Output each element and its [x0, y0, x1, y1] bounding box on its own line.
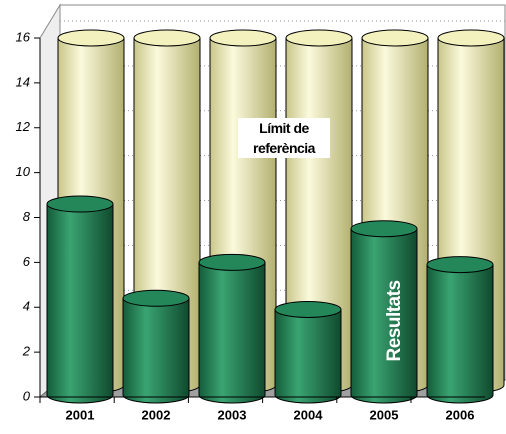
x-tick-label: 2006	[446, 407, 475, 422]
cylinder-top	[198, 253, 266, 271]
cylinder-body	[199, 262, 265, 395]
cylinder-top	[46, 195, 114, 213]
cylinder-body	[351, 228, 417, 395]
cylinder	[350, 220, 418, 404]
y-tick-label: 8	[23, 209, 31, 224]
y-tick-label: 12	[16, 119, 31, 134]
y-tick-label: 0	[23, 388, 31, 403]
series-label: Resultats	[384, 280, 405, 362]
cylinder-top	[437, 29, 505, 47]
cylinder-top	[133, 29, 201, 47]
series-label: Límit de referència	[238, 118, 330, 158]
cylinder-top	[285, 29, 353, 47]
y-tick-label: 4	[23, 299, 30, 314]
cylinder-body	[427, 264, 493, 395]
cylinder-top	[350, 220, 418, 238]
x-tick-label: 2005	[370, 407, 399, 422]
cylinder	[122, 289, 190, 404]
cylinder-top	[57, 29, 125, 47]
y-tick-label: 2	[22, 344, 31, 359]
cylinder-top	[361, 29, 429, 47]
y-tick-label: 16	[16, 29, 31, 44]
x-tick-label: 2002	[142, 407, 171, 422]
y-tick-label: 10	[16, 164, 31, 179]
cylinder	[46, 195, 114, 404]
cylinder	[274, 300, 342, 404]
x-tick-label: 2004	[294, 407, 324, 422]
cylinder	[198, 253, 266, 404]
cylinder-body	[47, 204, 113, 395]
x-tick-label: 2001	[66, 407, 95, 422]
cylinder-top	[122, 289, 190, 307]
cylinder-body	[123, 298, 189, 395]
cylinder-body	[275, 309, 341, 395]
cylinder-top	[426, 256, 494, 274]
cylinder	[426, 256, 494, 404]
cylinder-top	[274, 300, 342, 318]
x-tick-label: 2003	[218, 407, 247, 422]
y-tick-label: 14	[16, 74, 30, 89]
y-tick-label: 6	[23, 254, 31, 269]
cylinder-top	[209, 29, 277, 47]
